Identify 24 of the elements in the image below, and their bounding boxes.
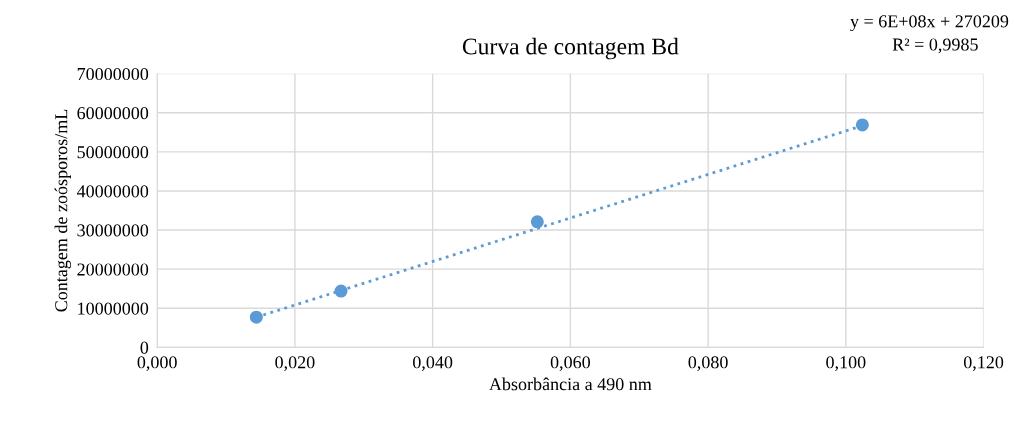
chart-title: Curva de contagem Bd	[462, 37, 679, 60]
y-tick-label: 0	[140, 341, 149, 354]
point	[249, 310, 263, 324]
point	[530, 215, 544, 229]
x-axis-title: Absorbância a 490 nm	[489, 377, 652, 391]
y-tick-label: 60000000	[77, 107, 149, 120]
point	[334, 284, 348, 298]
x-tick-label: 0,060	[550, 356, 590, 371]
text: y = 6E+08x + 270209	[850, 15, 1009, 32]
x-tick-label: 0,120	[963, 356, 1004, 371]
y-tick-label: 40000000	[76, 185, 149, 198]
y-tick-label: 50000000	[77, 146, 149, 159]
y-tick-label: 70000000	[77, 67, 149, 81]
x-tick-label: 0,020	[275, 356, 315, 371]
x-tick-label: 0,080	[688, 356, 728, 371]
x-tick-label: 0,040	[413, 356, 453, 371]
point	[855, 118, 869, 132]
x-tick-label: 0,000	[137, 356, 177, 371]
text: R² = 0,9985	[892, 38, 978, 54]
x-tick-label: 0,100	[826, 356, 866, 371]
y-tick-label: 20000000	[77, 263, 149, 276]
y-axis-title: Contagem de zoósporos/mL	[54, 109, 72, 312]
y-tick-label: 30000000	[77, 224, 149, 237]
y-tick-label: 10000000	[78, 302, 149, 315]
